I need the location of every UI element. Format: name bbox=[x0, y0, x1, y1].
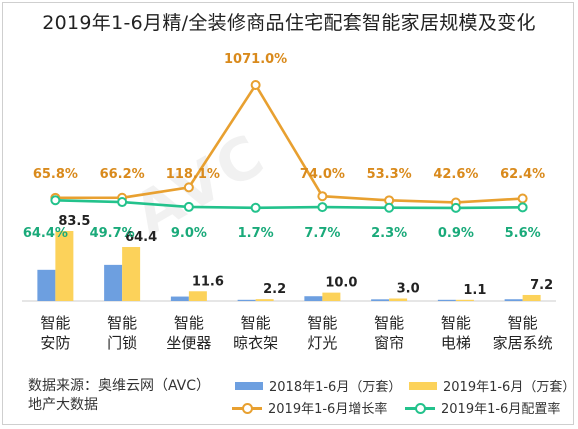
growth-rate-label: 1071.0% bbox=[224, 52, 287, 67]
bar-2019 bbox=[455, 299, 474, 301]
bar-2019 bbox=[55, 231, 74, 301]
growth-rate-label: 66.2% bbox=[100, 167, 145, 182]
config-rate-line bbox=[55, 198, 523, 210]
config-rate-label: 5.6% bbox=[505, 226, 541, 241]
legend-swatch-2019 bbox=[409, 381, 437, 390]
legend-item-config: 2019年1-6月配置率 bbox=[405, 398, 560, 417]
category-tick-label: 智能 bbox=[241, 314, 271, 332]
category-tick-label: 智能 bbox=[107, 314, 137, 332]
bar-2018 bbox=[437, 299, 456, 301]
category-tick-label: 门锁 bbox=[107, 334, 137, 352]
category-tick-label: 智能 bbox=[40, 314, 70, 332]
config-rate-point bbox=[450, 202, 461, 213]
legend-label-config: 2019年1-6月配置率 bbox=[441, 402, 561, 417]
category-tick-label: 智能 bbox=[174, 314, 204, 332]
category-tick-label: 坐便器 bbox=[166, 334, 211, 352]
growth-rate-point bbox=[183, 182, 194, 193]
bar-2019-label: 2.2 bbox=[263, 282, 286, 297]
category-tick-label: 灯光 bbox=[307, 334, 337, 352]
bar-2018 bbox=[504, 299, 523, 301]
legend-swatch-2018 bbox=[235, 381, 263, 390]
growth-rate-label: 62.4% bbox=[500, 167, 545, 182]
bar-2018 bbox=[237, 299, 256, 301]
config-rate-label: 1.7% bbox=[238, 226, 274, 241]
growth-rate-point bbox=[517, 193, 528, 204]
category-tick-label: 家居系统 bbox=[493, 334, 553, 352]
bar-2018 bbox=[371, 299, 390, 301]
config-rate-label: 7.7% bbox=[304, 226, 340, 241]
bar-2018 bbox=[170, 296, 189, 301]
bar-2019 bbox=[322, 292, 341, 301]
category-tick-label: 智能 bbox=[374, 314, 404, 332]
category-tick-label: 晾衣架 bbox=[233, 334, 278, 352]
config-rate-point bbox=[183, 201, 194, 212]
legend-label-2019: 2019年1-6月（万套） bbox=[443, 380, 576, 395]
category-tick-label: 电梯 bbox=[441, 334, 471, 352]
config-rate-label: 64.4% bbox=[23, 226, 68, 241]
bar-2018 bbox=[104, 264, 123, 301]
growth-rate-point bbox=[317, 191, 328, 202]
config-rate-point bbox=[384, 202, 395, 213]
category-tick-label: 智能 bbox=[307, 314, 337, 332]
growth-rate-label: 74.0% bbox=[300, 167, 345, 182]
config-rate-label: 0.9% bbox=[438, 226, 474, 241]
growth-rate-line bbox=[55, 82, 523, 204]
legend-item-2018: 2018年1-6月（万套） bbox=[235, 376, 401, 395]
config-rate-point bbox=[117, 197, 128, 208]
bar-2019-label: 64.4 bbox=[125, 230, 157, 245]
growth-rate-point bbox=[250, 80, 261, 90]
bar-2019 bbox=[122, 247, 141, 301]
bar-2018 bbox=[304, 296, 323, 301]
chart-frame bbox=[2, 2, 574, 425]
config-rate-label: 49.7% bbox=[90, 226, 135, 241]
bar-2018 bbox=[37, 269, 56, 301]
category-tick-label: 智能 bbox=[508, 314, 538, 332]
legend-swatch-growth bbox=[232, 402, 262, 414]
data-source: 数据来源：奥维云网（AVC） 地产大数据 bbox=[28, 377, 210, 415]
legend-swatch-config bbox=[405, 402, 435, 414]
chart-title: 2019年1-6月精/全装修商品住宅配套智能家居规模及变化 bbox=[42, 12, 536, 34]
bar-2019-label: 10.0 bbox=[325, 276, 357, 291]
category-tick-label: 智能 bbox=[441, 314, 471, 332]
config-rate-point bbox=[50, 195, 61, 206]
legend-label-growth: 2019年1-6月增长率 bbox=[268, 402, 388, 417]
growth-rate-label: 42.6% bbox=[433, 167, 478, 182]
bar-2019 bbox=[389, 298, 408, 301]
source-line-2: 地产大数据 bbox=[28, 397, 98, 413]
bar-2019-label: 83.5 bbox=[58, 214, 90, 229]
legend-item-2019: 2019年1-6月（万套） bbox=[409, 376, 575, 395]
bar-2019 bbox=[522, 294, 541, 301]
category-tick-label: 窗帘 bbox=[374, 334, 404, 352]
config-rate-point bbox=[250, 202, 261, 213]
source-line-1: 数据来源：奥维云网（AVC） bbox=[28, 378, 211, 394]
bar-2019-label: 3.0 bbox=[397, 281, 420, 296]
bar-2019 bbox=[255, 299, 274, 301]
category-tick-label: 安防 bbox=[40, 334, 70, 352]
config-rate-label: 9.0% bbox=[171, 226, 207, 241]
legend-label-2018: 2018年1-6月（万套） bbox=[269, 380, 402, 395]
growth-rate-label: 53.3% bbox=[367, 167, 412, 182]
bar-2019-label: 11.6 bbox=[192, 274, 224, 289]
legend-item-growth: 2019年1-6月增长率 bbox=[232, 398, 387, 417]
bar-2019-label: 7.2 bbox=[530, 278, 553, 293]
growth-rate-label: 118.1% bbox=[166, 167, 220, 182]
bar-2019 bbox=[188, 291, 207, 301]
growth-rate-label: 65.8% bbox=[33, 167, 78, 182]
config-rate-label: 2.3% bbox=[371, 226, 407, 241]
config-rate-point bbox=[517, 202, 528, 213]
bar-2019-label: 1.1 bbox=[463, 283, 486, 298]
config-rate-point bbox=[317, 202, 328, 213]
